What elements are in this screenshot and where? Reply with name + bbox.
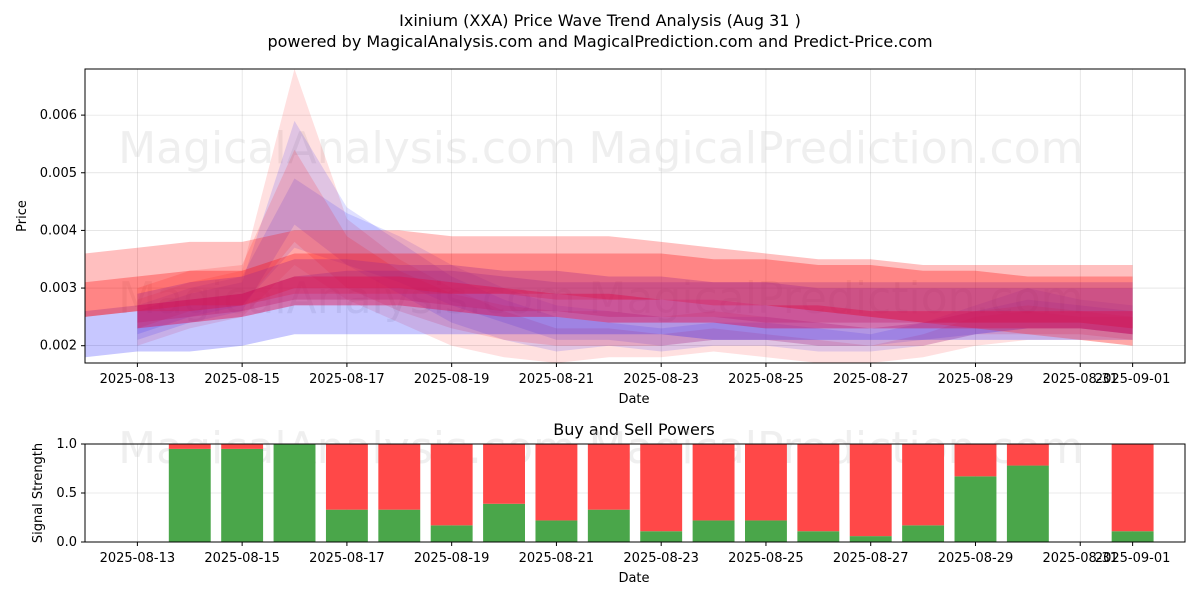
price-ticks: 2025-08-13 2025-08-15 2025-08-17 2025-08-19… (40, 108, 1171, 387)
sell-bar (430, 444, 473, 526)
signal-ticks: 2025-08-13 2025-08-15 2025-08-17 2025-08-19… (56, 437, 1170, 566)
figure-subtitle: powered by MagicalAnalysis.com and Magic… (267, 32, 932, 51)
buy-bar (483, 503, 525, 542)
buy-bar (430, 525, 473, 542)
sell-bar (849, 444, 892, 537)
price-xtick-label: 2025-08-31 (1042, 372, 1118, 387)
price-xtick-label: 2025-08-19 (414, 372, 490, 387)
signal-xtick-label: 2025-08-23 (623, 551, 699, 566)
sell-bar (692, 444, 735, 521)
price-band (85, 270, 1133, 358)
price-ytick-label: 0.004 (40, 223, 77, 238)
signal-xtick-label: 2025-08-17 (309, 551, 385, 566)
sell-bar (745, 444, 787, 521)
signal-xtick-label: 2025-08-13 (100, 551, 176, 566)
signal-xlabel: Date (618, 571, 649, 586)
buy-bar (1111, 531, 1154, 542)
sell-bar (378, 444, 421, 510)
price-ytick-label: 0.002 (40, 339, 77, 354)
signal-xtick-label: 2025-08-21 (519, 551, 595, 566)
price-xtick-label: 2025-08-25 (728, 372, 804, 387)
signal-xtick-label: 2025-08-29 (938, 551, 1014, 566)
sell-bar (640, 444, 683, 532)
price-xtick-label: 2025-08-17 (309, 372, 385, 387)
signal-xtick-label: 2025-08-31 (1042, 551, 1118, 566)
signal-xtick-label: 2025-09-01 (1095, 551, 1171, 566)
price-band (85, 253, 1133, 329)
signal-ytick-label: 1.0 (56, 437, 77, 452)
price-band (137, 120, 1133, 352)
buy-bar (797, 531, 840, 542)
buy-bar (168, 448, 211, 542)
signal-xtick-label: 2025-08-25 (728, 551, 804, 566)
sell-bar (221, 444, 264, 449)
buy-bar (535, 520, 578, 542)
buy-bar (954, 476, 997, 542)
price-xtick-label: 2025-08-23 (623, 372, 699, 387)
price-band (137, 259, 1133, 329)
price-ytick-label: 0.003 (40, 281, 77, 296)
signal-xtick-label: 2025-08-19 (414, 551, 490, 566)
sell-bar (1006, 444, 1049, 466)
price-xtick-label: 2025-09-01 (1095, 372, 1171, 387)
watermark-analysis: MagicalAnalysis.com (118, 123, 576, 174)
buy-bar (692, 520, 735, 542)
sell-bar (797, 444, 840, 532)
signal-ylabel: Signal Strength (31, 443, 46, 543)
buy-bar (902, 525, 945, 542)
sell-bar (902, 444, 945, 526)
sell-bar (954, 444, 997, 477)
signal-xtick-label: 2025-08-27 (833, 551, 909, 566)
price-xtick-label: 2025-08-21 (519, 372, 595, 387)
price-ylabel: Price (15, 200, 30, 232)
signal-title: Buy and Sell Powers (553, 420, 715, 439)
price-band (85, 230, 1133, 346)
price-ytick-label: 0.006 (40, 108, 77, 123)
signal-ytick-label: 0.5 (56, 486, 77, 501)
buy-bar (745, 520, 787, 542)
buy-bar (640, 531, 683, 542)
sell-bar (325, 444, 368, 510)
buy-bar (1006, 465, 1049, 542)
watermark-analysis-2: MagicalAnalysis.com (118, 273, 576, 324)
watermark-prediction-2: MagicalPrediction.com (589, 273, 1084, 324)
price-xtick-label: 2025-08-27 (833, 372, 909, 387)
price-xtick-label: 2025-08-13 (100, 372, 176, 387)
price-xlabel: Date (618, 392, 649, 407)
price-xtick-label: 2025-08-15 (204, 372, 280, 387)
sell-bar (168, 444, 211, 449)
price-band (137, 149, 1133, 346)
sell-bar (1111, 444, 1154, 532)
signal-ytick-label: 0.0 (56, 535, 77, 550)
buy-bar (221, 448, 264, 542)
sell-bar (483, 444, 525, 504)
price-grid (85, 69, 1185, 363)
price-band (137, 276, 1133, 335)
price-band (137, 69, 1133, 363)
buy-bar (849, 536, 892, 542)
price-plot-frame (84, 68, 1186, 364)
buy-bar (378, 509, 421, 542)
price-watermarks: MagicalAnalysis.com MagicalPrediction.co… (118, 123, 1083, 324)
signal-xtick-label: 2025-08-15 (204, 551, 280, 566)
signal-bars (168, 444, 1154, 542)
sell-bar (587, 444, 630, 510)
price-xtick-label: 2025-08-29 (938, 372, 1014, 387)
buy-bar (587, 509, 630, 542)
sell-bar (535, 444, 578, 521)
price-ytick-label: 0.005 (40, 166, 77, 181)
price-bands (85, 69, 1133, 363)
figure-title: Ixinium (XXA) Price Wave Trend Analysis … (399, 11, 801, 30)
buy-bar (325, 509, 368, 542)
watermark-prediction: MagicalPrediction.com (589, 123, 1084, 174)
buy-bar (273, 444, 316, 542)
